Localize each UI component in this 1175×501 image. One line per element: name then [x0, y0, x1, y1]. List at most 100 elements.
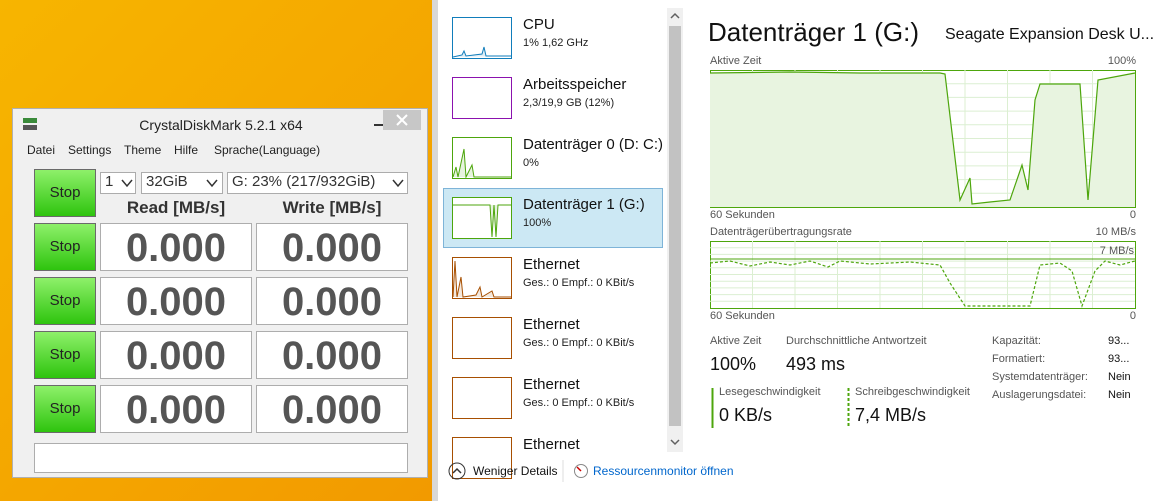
sidebar-name: Datenträger 0 (D: C:) — [523, 136, 664, 153]
thumbnail-graph — [452, 137, 512, 179]
graph-marker-label: 7 MB/s — [1099, 245, 1134, 257]
graph-max: 10 MB/s — [1095, 226, 1136, 238]
thumbnail-graph — [452, 17, 512, 59]
sidebar-item[interactable] — [443, 188, 663, 248]
sidebar-name: Arbeitsspeicher — [523, 76, 627, 93]
property-value: 93... — [1108, 335, 1130, 347]
fewer-details-link[interactable]: Weniger Details — [473, 464, 558, 478]
close-button[interactable] — [383, 110, 421, 130]
sidebar-detail: Ges.: 0 Empf.: 0 KBit/s — [523, 397, 635, 409]
sidebar-item[interactable] — [443, 68, 663, 128]
sidebar-detail: Ges.: 0 Empf.: 0 KBit/s — [523, 277, 635, 289]
sidebar-detail: 2,3/19,9 GB (12%) — [523, 97, 615, 109]
task-manager-window: CPU 1% 1,62 GHz Arbeitsspeicher 2,3/19,9 GB… — [432, 0, 1175, 501]
result-value: 0.000 — [100, 277, 252, 325]
graph-label: Aktive Zeit — [710, 55, 762, 67]
stat-label: Aktive Zeit — [710, 335, 762, 347]
stat-label: Lesegeschwindigkeit — [719, 386, 821, 398]
thumbnail-graph — [452, 377, 512, 419]
dropdown-arrow — [206, 179, 218, 188]
thumbnail-graph — [452, 257, 512, 299]
write-indicator — [847, 388, 850, 428]
size-select[interactable]: 32GiB — [141, 172, 223, 194]
sidebar-item[interactable] — [443, 308, 663, 368]
stop-button[interactable]: Stop — [34, 331, 96, 379]
property-label: Kapazität: — [992, 335, 1041, 347]
thumbnail-graph — [452, 437, 512, 479]
scrollbar — [667, 8, 683, 452]
sidebar-name: Ethernet — [523, 436, 580, 453]
comment-field[interactable] — [34, 443, 408, 473]
sidebar-detail: 1% 1,62 GHz — [523, 37, 589, 49]
window-title: CrystalDiskMark 5.2.1 x64 — [139, 117, 303, 133]
menu-item[interactable]: Datei — [27, 143, 56, 157]
drive-select[interactable]: G: 23% (217/932GiB) — [227, 172, 408, 194]
performance-graph — [710, 241, 1136, 309]
stop-button[interactable]: Stop — [34, 385, 96, 433]
graph-time: 60 Sekunden — [710, 209, 775, 221]
stop-button[interactable]: Stop — [34, 277, 96, 325]
thumbnail-graph — [452, 77, 512, 119]
detail-title: Datenträger 1 (G:) — [708, 17, 919, 47]
graph-min: 0 — [1129, 209, 1136, 221]
column-header: Read [MB/s] — [126, 198, 226, 217]
property-value: Nein — [1108, 389, 1131, 401]
collapse-icon — [448, 462, 466, 480]
sidebar-item[interactable] — [443, 428, 663, 488]
property-value: 93... — [1108, 353, 1130, 365]
stat-value: 7,4 MB/s — [855, 405, 927, 425]
sidebar-item[interactable] — [443, 128, 663, 188]
disk-model: Seagate Expansion Desk U... — [945, 26, 1155, 43]
stat-value: 493 ms — [786, 354, 846, 374]
thumbnail-graph — [452, 197, 512, 239]
result-value: 0.000 — [100, 223, 252, 271]
resource-monitor-link[interactable]: Ressourcenmonitor öffnen — [593, 464, 734, 478]
count-select[interactable]: 1 — [100, 172, 136, 194]
graph-label: Datenträgerübertragungsrate — [710, 226, 852, 238]
sidebar-detail: 100% — [523, 217, 552, 229]
sidebar-name: Ethernet — [523, 316, 580, 333]
read-indicator — [711, 388, 714, 428]
sidebar-item[interactable] — [443, 248, 663, 308]
sidebar-item[interactable] — [443, 8, 663, 68]
sidebar-name: CPU — [523, 16, 555, 33]
minimize-button[interactable] — [365, 112, 393, 132]
result-value: 0.000 — [100, 385, 252, 433]
menu-item[interactable]: Hilfe — [174, 143, 199, 157]
column-header: Write [MB/s] — [282, 198, 382, 217]
sidebar-item[interactable] — [443, 368, 663, 428]
stat-label: Schreibgeschwindigkeit — [855, 386, 970, 398]
stat-value: 0 KB/s — [719, 405, 773, 425]
app-icon — [23, 118, 37, 130]
stat-value: 100% — [710, 354, 757, 374]
graph-max: 100% — [1107, 55, 1136, 67]
sidebar-name: Ethernet — [523, 256, 580, 273]
stop-button[interactable]: Stop — [34, 169, 96, 217]
menu-item[interactable]: Sprache(Language) — [214, 143, 321, 157]
property-value: Nein — [1108, 371, 1131, 383]
result-value: 0.000 — [256, 223, 408, 271]
thumbnail-graph — [452, 317, 512, 359]
stat-label: Durchschnittliche Antwortzeit — [786, 335, 927, 347]
result-value: 0.000 — [256, 331, 408, 379]
menu-item[interactable]: Theme — [124, 143, 162, 157]
menu-item[interactable]: Settings — [68, 143, 112, 157]
resource-monitor-icon — [574, 464, 588, 478]
result-value: 0.000 — [100, 331, 252, 379]
crystaldiskmark-window: CrystalDiskMark 5.2.1 x64 Datei Settings Th… — [12, 108, 428, 478]
result-value: 0.000 — [256, 277, 408, 325]
dropdown-arrow — [121, 179, 133, 188]
result-value: 0.000 — [256, 385, 408, 433]
sidebar-name: Datenträger 1 (G:) — [523, 196, 645, 213]
sidebar-detail: 0% — [523, 157, 539, 169]
property-label: Formatiert: — [992, 353, 1046, 365]
property-label: Systemdatenträger: — [992, 371, 1088, 383]
performance-graph — [710, 70, 1136, 208]
property-label: Auslagerungsdatei: — [992, 389, 1087, 401]
graph-min: 0 — [1129, 310, 1136, 322]
sidebar-name: Ethernet — [523, 376, 580, 393]
stop-button[interactable]: Stop — [34, 223, 96, 271]
dropdown-arrow — [392, 179, 404, 188]
